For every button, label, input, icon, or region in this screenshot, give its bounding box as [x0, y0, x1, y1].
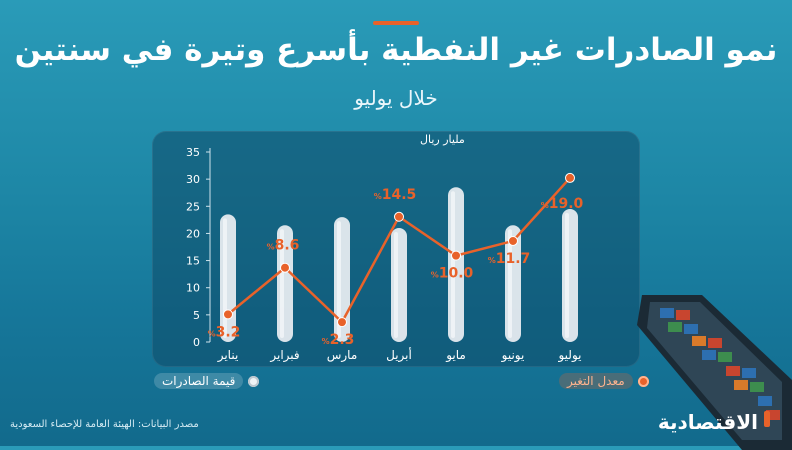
- cargo-ship-image: [637, 295, 792, 450]
- chart-panel: [152, 131, 640, 367]
- chart-subtitle: خلال يوليو: [354, 86, 438, 110]
- legend-value: قيمة الصادرات: [154, 373, 260, 389]
- legend-change-marker: [637, 375, 649, 387]
- brand-logo: الاقتصادية: [657, 410, 758, 434]
- legend-value-label: قيمة الصادرات: [154, 373, 244, 389]
- legend-change: معدل التغير: [559, 373, 649, 389]
- legend-value-marker: [248, 375, 260, 387]
- title-accent-line: [373, 21, 419, 25]
- legend-change-label: معدل التغير: [559, 373, 633, 389]
- source-note: مصدر البيانات: الهيئة العامة للإحصاء الس…: [10, 419, 199, 430]
- chart-title: نمو الصادرات غير النفطية بأسرع وتيرة في …: [14, 32, 778, 68]
- logo-mark: [764, 411, 770, 427]
